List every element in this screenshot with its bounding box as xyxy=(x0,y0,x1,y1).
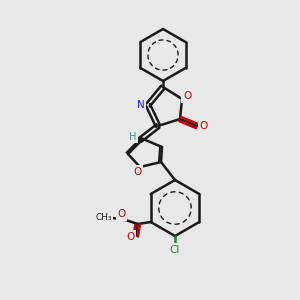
Text: Cl: Cl xyxy=(170,245,180,255)
Text: H: H xyxy=(129,132,137,142)
Text: O: O xyxy=(200,121,208,131)
Text: O: O xyxy=(118,209,126,219)
Text: CH₃: CH₃ xyxy=(95,214,112,223)
Text: O: O xyxy=(183,91,191,101)
Text: O: O xyxy=(133,167,141,177)
Text: N: N xyxy=(137,100,145,110)
Text: O: O xyxy=(127,232,135,242)
